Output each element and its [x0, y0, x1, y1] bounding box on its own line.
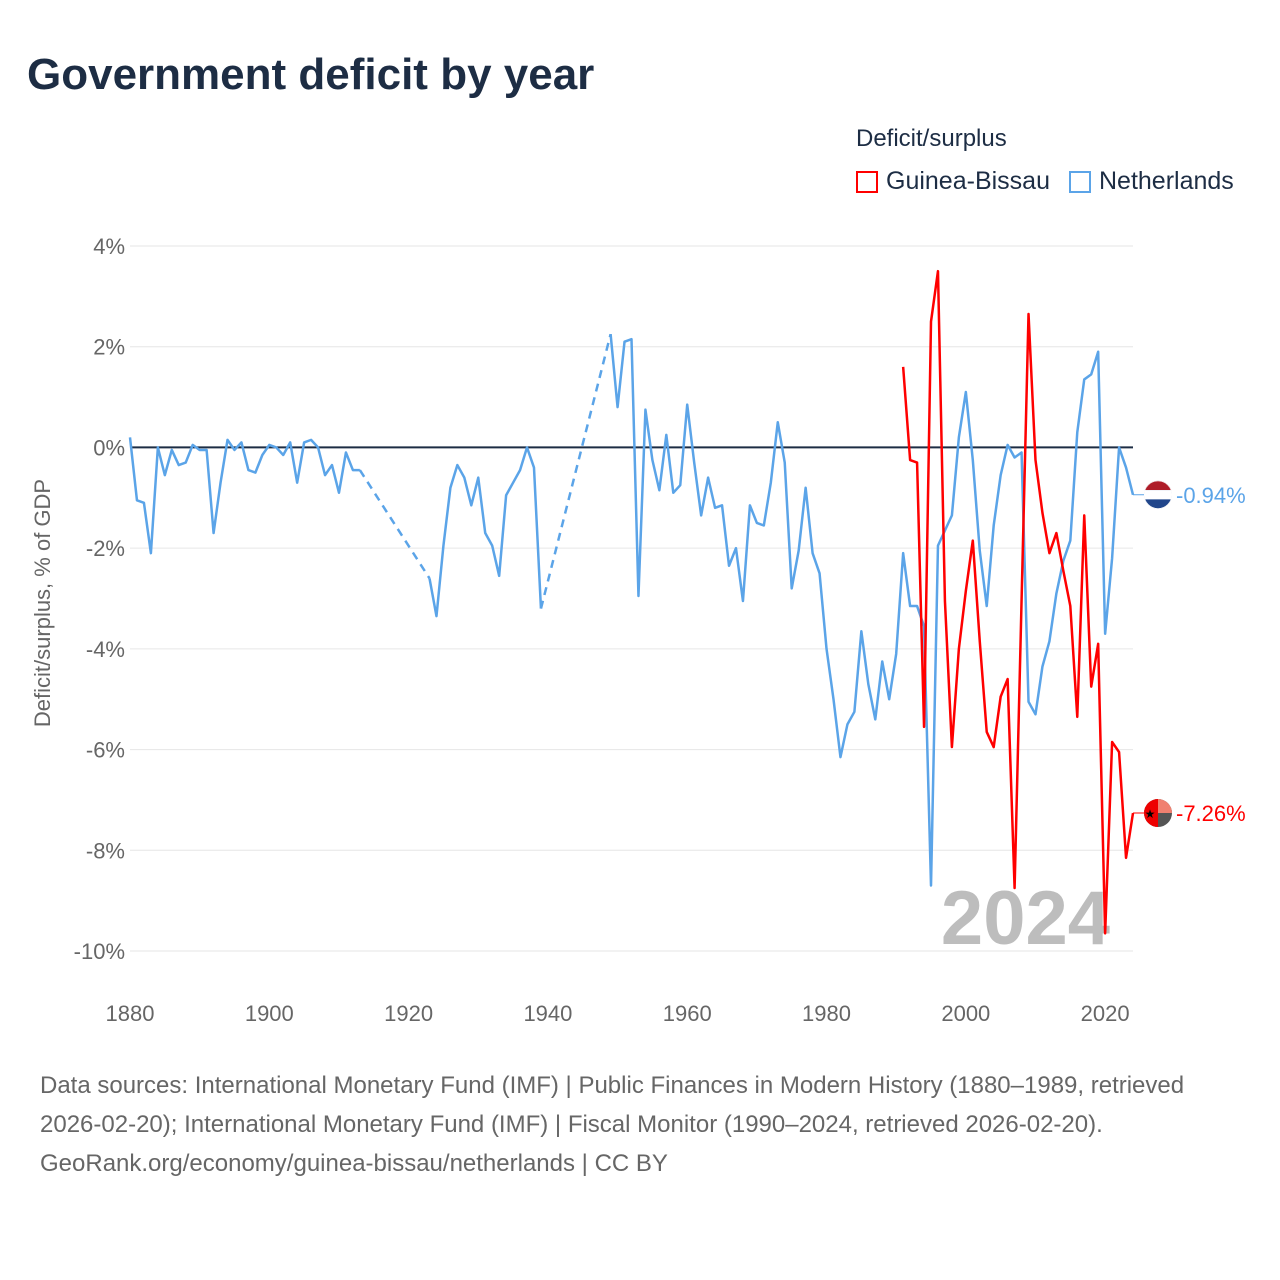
end-value-label: -0.94%: [1176, 483, 1246, 508]
legend-title: Deficit/surplus: [856, 125, 1007, 152]
y-tick-label: -4%: [86, 637, 125, 662]
flag-part: [1158, 799, 1172, 814]
x-tick-label: 1920: [384, 1001, 433, 1026]
legend-label: Netherlands: [1099, 167, 1234, 195]
y-tick-label: 0%: [93, 435, 125, 460]
credit-link[interactable]: GeoRank.org/economy/guinea-bissau/nether…: [40, 1150, 668, 1177]
legend-swatch-guinea-bissau: [856, 170, 878, 193]
flag-stripe: [1144, 480, 1172, 491]
flag-stripe: [1144, 490, 1172, 500]
series-line-netherlands: [428, 446, 543, 618]
y-axis-label: Deficit/surplus, % of GDP: [30, 479, 55, 727]
flag-part: [1144, 799, 1158, 828]
x-tick-label: 1980: [802, 1001, 851, 1026]
footer: Data sources: International Monetary Fun…: [40, 1066, 1240, 1183]
y-tick-label: 2%: [93, 335, 125, 360]
flag-star: ★: [1145, 807, 1156, 821]
legend-swatch-netherlands: [1069, 170, 1091, 193]
series-gap-netherlands: [358, 469, 431, 580]
year-watermark: 2024: [941, 876, 1110, 961]
x-tick-label: 2020: [1081, 1001, 1130, 1026]
x-tick-label: 1900: [245, 1001, 294, 1026]
data-sources: Data sources: International Monetary Fun…: [40, 1072, 1185, 1138]
line-chart: 4% 2% 0% -2% -4% -6% -8% -10% 1880 1900 1920 1940 19…: [30, 234, 1246, 1026]
legend-label: Guinea-Bissau: [886, 167, 1050, 195]
series-line-netherlands: [609, 334, 1135, 887]
series-gap-netherlands: [539, 333, 612, 609]
y-tick-label: -10%: [74, 939, 125, 964]
chart-title: Government deficit by year: [27, 50, 595, 99]
x-tick-label: 1960: [663, 1001, 712, 1026]
end-value-label: -7.26%: [1176, 801, 1246, 826]
x-tick-label: 1940: [523, 1001, 572, 1026]
legend-item-netherlands[interactable]: Netherlands: [1069, 167, 1234, 196]
x-tick-label: 1880: [106, 1001, 155, 1026]
y-tick-label: 4%: [93, 234, 125, 259]
y-tick-label: -2%: [86, 536, 125, 561]
legend-item-guinea-bissau[interactable]: Guinea-Bissau: [856, 167, 1050, 196]
series-line-netherlands: [128, 437, 360, 555]
x-tick-label: 2000: [941, 1001, 990, 1026]
y-tick-label: -8%: [86, 838, 125, 863]
y-tick-label: -6%: [86, 738, 125, 763]
flag-marker-guinea-bissau: ★: [1144, 799, 1172, 828]
series-line-guinea-bissau: [901, 269, 1135, 935]
flag-marker-netherlands: [1144, 480, 1172, 509]
